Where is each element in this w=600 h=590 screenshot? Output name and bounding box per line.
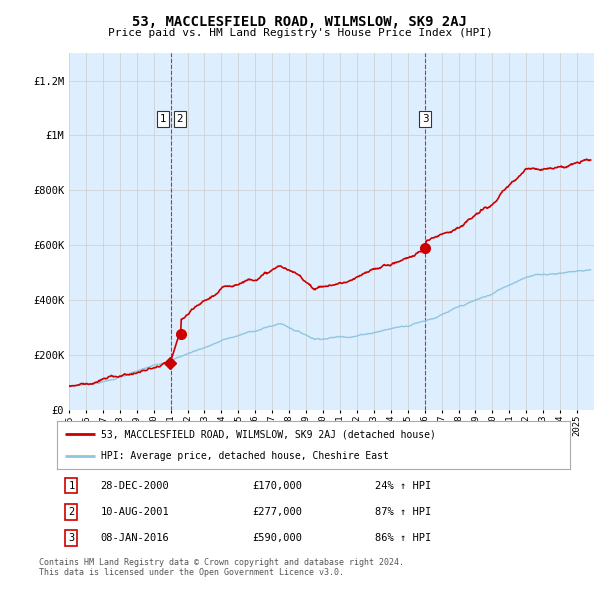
Text: 08-JAN-2016: 08-JAN-2016 xyxy=(101,533,169,543)
Text: £590,000: £590,000 xyxy=(252,533,302,543)
Text: Price paid vs. HM Land Registry's House Price Index (HPI): Price paid vs. HM Land Registry's House … xyxy=(107,28,493,38)
Text: 1: 1 xyxy=(68,480,74,490)
Text: 86% ↑ HPI: 86% ↑ HPI xyxy=(375,533,431,543)
Text: 53, MACCLESFIELD ROAD, WILMSLOW, SK9 2AJ: 53, MACCLESFIELD ROAD, WILMSLOW, SK9 2AJ xyxy=(133,15,467,29)
Text: 10-AUG-2001: 10-AUG-2001 xyxy=(101,507,169,517)
Text: 24% ↑ HPI: 24% ↑ HPI xyxy=(375,480,431,490)
Text: HPI: Average price, detached house, Cheshire East: HPI: Average price, detached house, Ches… xyxy=(101,451,388,461)
Text: 2: 2 xyxy=(68,507,74,517)
Text: 87% ↑ HPI: 87% ↑ HPI xyxy=(375,507,431,517)
Text: 2: 2 xyxy=(176,114,183,124)
Text: £277,000: £277,000 xyxy=(252,507,302,517)
Text: 3: 3 xyxy=(68,533,74,543)
Text: £170,000: £170,000 xyxy=(252,480,302,490)
Text: 1: 1 xyxy=(160,114,166,124)
Text: This data is licensed under the Open Government Licence v3.0.: This data is licensed under the Open Gov… xyxy=(39,568,344,576)
Text: Contains HM Land Registry data © Crown copyright and database right 2024.: Contains HM Land Registry data © Crown c… xyxy=(39,558,404,567)
Text: 53, MACCLESFIELD ROAD, WILMSLOW, SK9 2AJ (detached house): 53, MACCLESFIELD ROAD, WILMSLOW, SK9 2AJ… xyxy=(101,429,436,439)
Text: 28-DEC-2000: 28-DEC-2000 xyxy=(101,480,169,490)
Text: 3: 3 xyxy=(422,114,428,124)
